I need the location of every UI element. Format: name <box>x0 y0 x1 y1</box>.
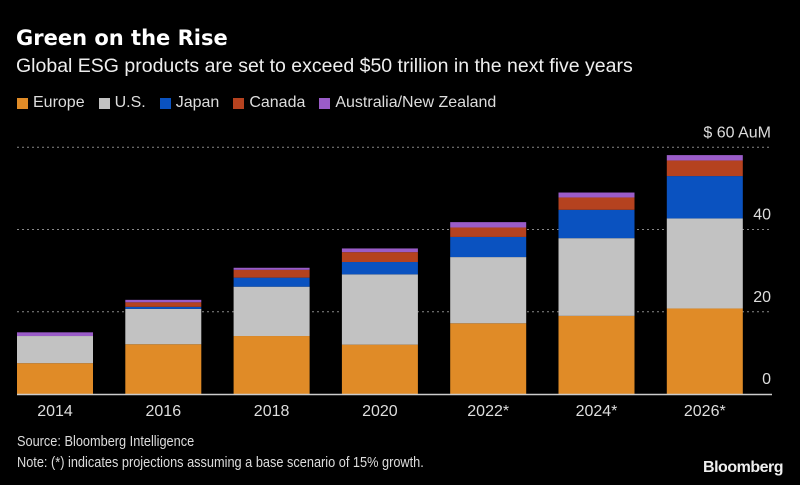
bar-segment-europe <box>341 344 418 394</box>
bar-segment-u-s- <box>233 286 310 337</box>
bar-segment-canada <box>233 269 310 278</box>
legend-label: U.S. <box>114 94 146 111</box>
bar-segment-u-s- <box>341 274 418 345</box>
legend-swatch <box>159 97 171 109</box>
bar-segment-australia-new-zealand <box>233 267 310 270</box>
legend-swatch <box>17 97 28 109</box>
bar-segment-australia-new-zealand <box>558 192 635 198</box>
bar-segment-europe <box>450 323 527 394</box>
bar-segment-canada <box>125 302 202 307</box>
legend-label: Europe <box>33 94 85 111</box>
bar-segment-u-s- <box>558 238 635 316</box>
bar-segment-canada <box>341 252 418 263</box>
x-tick-label: 2024* <box>576 403 618 420</box>
bar-segment-japan <box>666 176 743 219</box>
bar-segment-u-s- <box>125 308 202 345</box>
bloomberg-logo: Bloomberg <box>703 459 783 476</box>
legend-item: Japan <box>159 94 220 112</box>
x-tick-label: 2018 <box>254 403 290 420</box>
bar-segment-canada <box>450 227 527 237</box>
legend-item: U.S. <box>98 94 146 112</box>
legend-swatch <box>233 97 245 109</box>
chart-title: Green on the Rise <box>16 26 228 50</box>
bar-segment-japan <box>125 306 202 309</box>
x-tick-label: 2016 <box>146 403 182 420</box>
legend-item: Canada <box>233 94 305 112</box>
chart-subtitle: Global ESG products are set to exceed $5… <box>16 55 633 77</box>
bar-segment-australia-new-zealand <box>17 332 93 337</box>
bar-segment-canada <box>558 197 635 210</box>
y-tick-label: $ 60 AuM <box>703 124 771 141</box>
legend-label: Australia/New Zealand <box>335 94 497 111</box>
bar-segment-japan <box>450 236 527 258</box>
x-tick-label: 2014 <box>37 403 73 420</box>
bar-segment-australia-new-zealand <box>125 299 202 303</box>
footnote: Note: (*) indicates projections assuming… <box>17 454 424 471</box>
y-tick-label: 40 <box>753 207 771 224</box>
x-tick-label: 2026* <box>684 403 726 420</box>
y-tick-label: 20 <box>753 289 771 306</box>
bar-segment-u-s- <box>666 218 743 309</box>
legend: Europe U.S. Japan Canada Australia/New Zeala… <box>17 94 496 112</box>
bar-segment-australia-new-zealand <box>341 248 418 253</box>
bar-segment-australia-new-zealand <box>450 222 527 228</box>
bar-segment-u-s- <box>450 257 527 324</box>
bar-segment-europe <box>666 308 743 394</box>
bar-segment-japan <box>341 262 418 275</box>
x-tick-label: 2022* <box>467 403 509 420</box>
bar-segment-europe <box>233 336 310 394</box>
bar-segment-europe <box>125 344 202 394</box>
legend-item: Australia/New Zealand <box>319 94 496 112</box>
x-tick-label: 2020 <box>362 403 398 420</box>
legend-swatch <box>98 97 110 109</box>
y-tick-label: 0 <box>762 371 771 388</box>
bar-segment-europe <box>17 363 93 394</box>
bar-segment-australia-new-zealand <box>666 155 743 161</box>
bar-segment-europe <box>558 315 635 394</box>
legend-label: Japan <box>175 94 220 111</box>
legend-swatch <box>319 97 331 109</box>
legend-label: Canada <box>249 94 306 111</box>
bar-segment-canada <box>666 160 743 177</box>
legend-item: Europe <box>17 94 85 112</box>
bar-segment-japan <box>233 277 310 287</box>
bar-segment-u-s- <box>17 336 93 364</box>
source-note: Source: Bloomberg Intelligence <box>17 433 195 450</box>
bar-segment-japan <box>558 209 635 239</box>
